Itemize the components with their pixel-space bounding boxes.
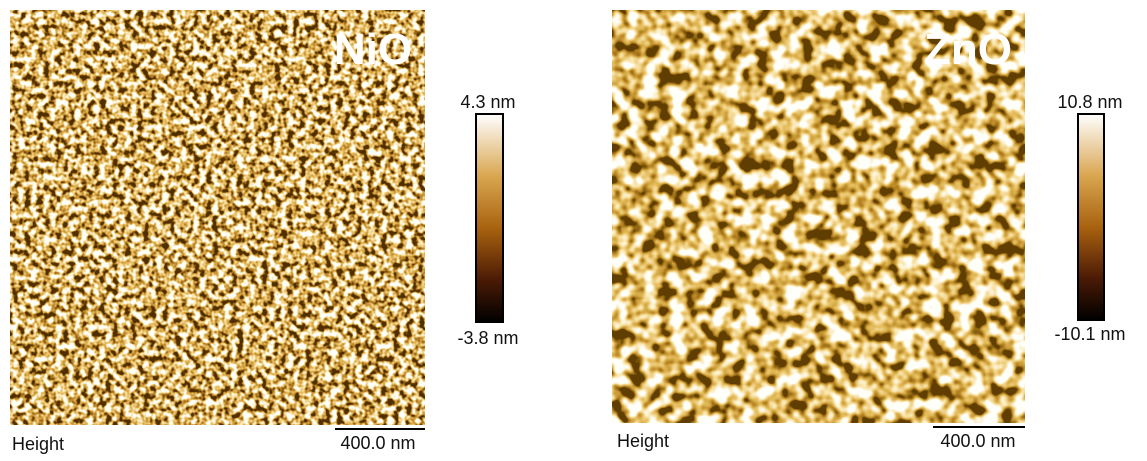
panel-label: ZnO xyxy=(924,25,1012,74)
scale-bar-label: 400.0 nm xyxy=(940,431,1015,451)
colorbar-min: -10.1 nm xyxy=(1054,324,1125,344)
colorbar xyxy=(476,114,503,322)
colorbar-max: 4.3 nm xyxy=(460,92,515,112)
colorbar xyxy=(1078,114,1104,320)
scale-bar-label: 400.0 nm xyxy=(340,433,415,453)
panel-nio: NiO 4.3 nm -3.8 nm Height 400.0 nm xyxy=(10,10,519,454)
figure: NiO 4.3 nm -3.8 nm Height 400.0 nm ZnO 1… xyxy=(0,0,1147,456)
channel-label: Height xyxy=(12,434,64,454)
channel-label: Height xyxy=(617,431,669,451)
panel-label: NiO xyxy=(334,25,412,74)
panel-zno: ZnO 10.8 nm -10.1 nm Height 400.0 nm xyxy=(612,10,1126,451)
colorbar-min: -3.8 nm xyxy=(457,328,518,348)
colorbar-max: 10.8 nm xyxy=(1057,92,1122,112)
